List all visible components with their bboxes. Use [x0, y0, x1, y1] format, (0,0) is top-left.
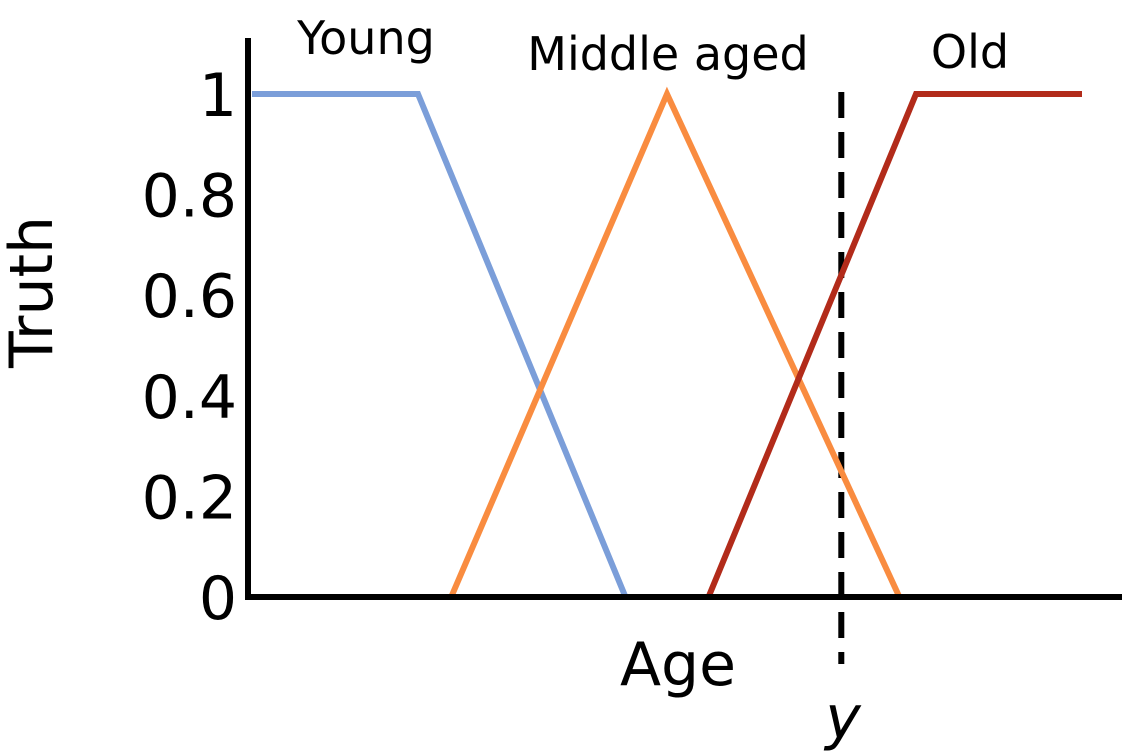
y-tick-label: 0.8	[142, 162, 237, 232]
y-tick-label: 0.4	[142, 363, 237, 433]
y-tick-label: 0.2	[142, 463, 237, 533]
series-label-young: Young	[296, 11, 435, 65]
series-layer	[252, 86, 1082, 599]
y-tick-label: 0	[199, 564, 237, 634]
series-line-young	[252, 91, 629, 599]
series-label-old: Old	[931, 25, 1009, 79]
tick-layer: 0 0.2 0.4 0.6 0.8 1	[142, 61, 237, 634]
series-label-middle-aged: Middle aged	[527, 27, 808, 81]
axes-layer	[245, 38, 1122, 600]
marker-label: y	[823, 683, 862, 753]
series-line-old	[705, 91, 1082, 599]
label-layer: Age Truth y Young Middle aged Old	[0, 11, 1009, 753]
series-line-middle-aged	[448, 86, 903, 599]
y-tick-label: 0.6	[142, 262, 237, 332]
y-axis-label: Truth	[0, 216, 67, 369]
y-tick-label: 1	[199, 61, 237, 131]
x-axis-label: Age	[620, 630, 736, 700]
